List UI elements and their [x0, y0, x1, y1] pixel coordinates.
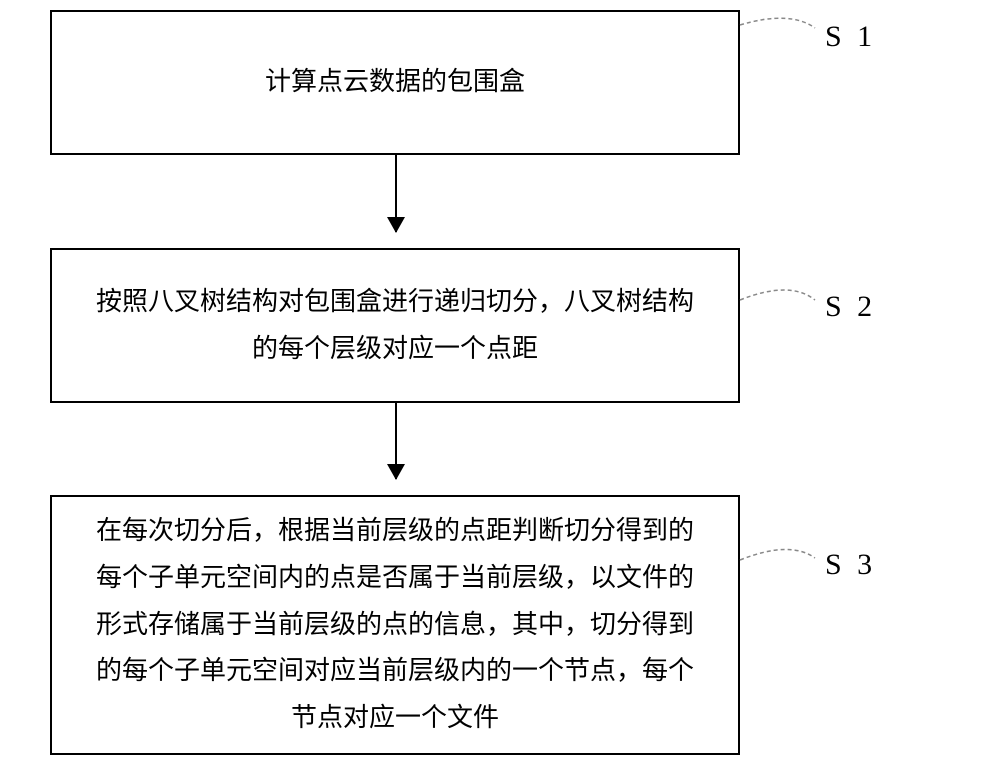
- step-label-s1: S 1: [825, 20, 876, 54]
- s3-label: S 3: [825, 548, 876, 581]
- flowchart-container: 计算点云数据的包围盒 S 1 按照八叉树结构对包围盒进行递归切分，八叉树结构 的…: [0, 0, 1000, 781]
- flowchart-box-s2: 按照八叉树结构对包围盒进行递归切分，八叉树结构 的每个层级对应一个点距: [50, 248, 740, 403]
- arrow-s1-s2: [395, 155, 397, 232]
- s3-text-line3: 形式存储属于当前层级的点的信息，其中，切分得到: [96, 610, 694, 639]
- arrow-head-icon: [387, 464, 405, 480]
- s2-text-line1: 按照八叉树结构对包围盒进行递归切分，八叉树结构: [96, 287, 694, 316]
- s1-text: 计算点云数据的包围盒: [265, 67, 525, 96]
- s3-text-line5: 节点对应一个文件: [291, 703, 499, 732]
- flowchart-box-s3: 在每次切分后，根据当前层级的点距判断切分得到的 每个子单元空间内的点是否属于当前…: [50, 495, 740, 755]
- s3-text-line4: 的每个子单元空间对应当前层级内的一个节点，每个: [96, 656, 694, 685]
- step-label-s3: S 3: [825, 548, 876, 582]
- box-text-s3: 在每次切分后，根据当前层级的点距判断切分得到的 每个子单元空间内的点是否属于当前…: [96, 508, 694, 742]
- box-text-s2: 按照八叉树结构对包围盒进行递归切分，八叉树结构 的每个层级对应一个点距: [96, 279, 694, 373]
- flowchart-box-s1: 计算点云数据的包围盒: [50, 10, 740, 155]
- arrow-s2-s3: [395, 403, 397, 479]
- s3-text-line2: 每个子单元空间内的点是否属于当前层级，以文件的: [96, 563, 694, 592]
- arrow-head-icon: [387, 217, 405, 233]
- box-text-s1: 计算点云数据的包围盒: [265, 59, 525, 106]
- s2-label: S 2: [825, 290, 876, 323]
- s2-text-line2: 的每个层级对应一个点距: [252, 334, 538, 363]
- step-label-s2: S 2: [825, 290, 876, 324]
- s3-text-line1: 在每次切分后，根据当前层级的点距判断切分得到的: [96, 516, 694, 545]
- s1-label: S 1: [825, 20, 876, 53]
